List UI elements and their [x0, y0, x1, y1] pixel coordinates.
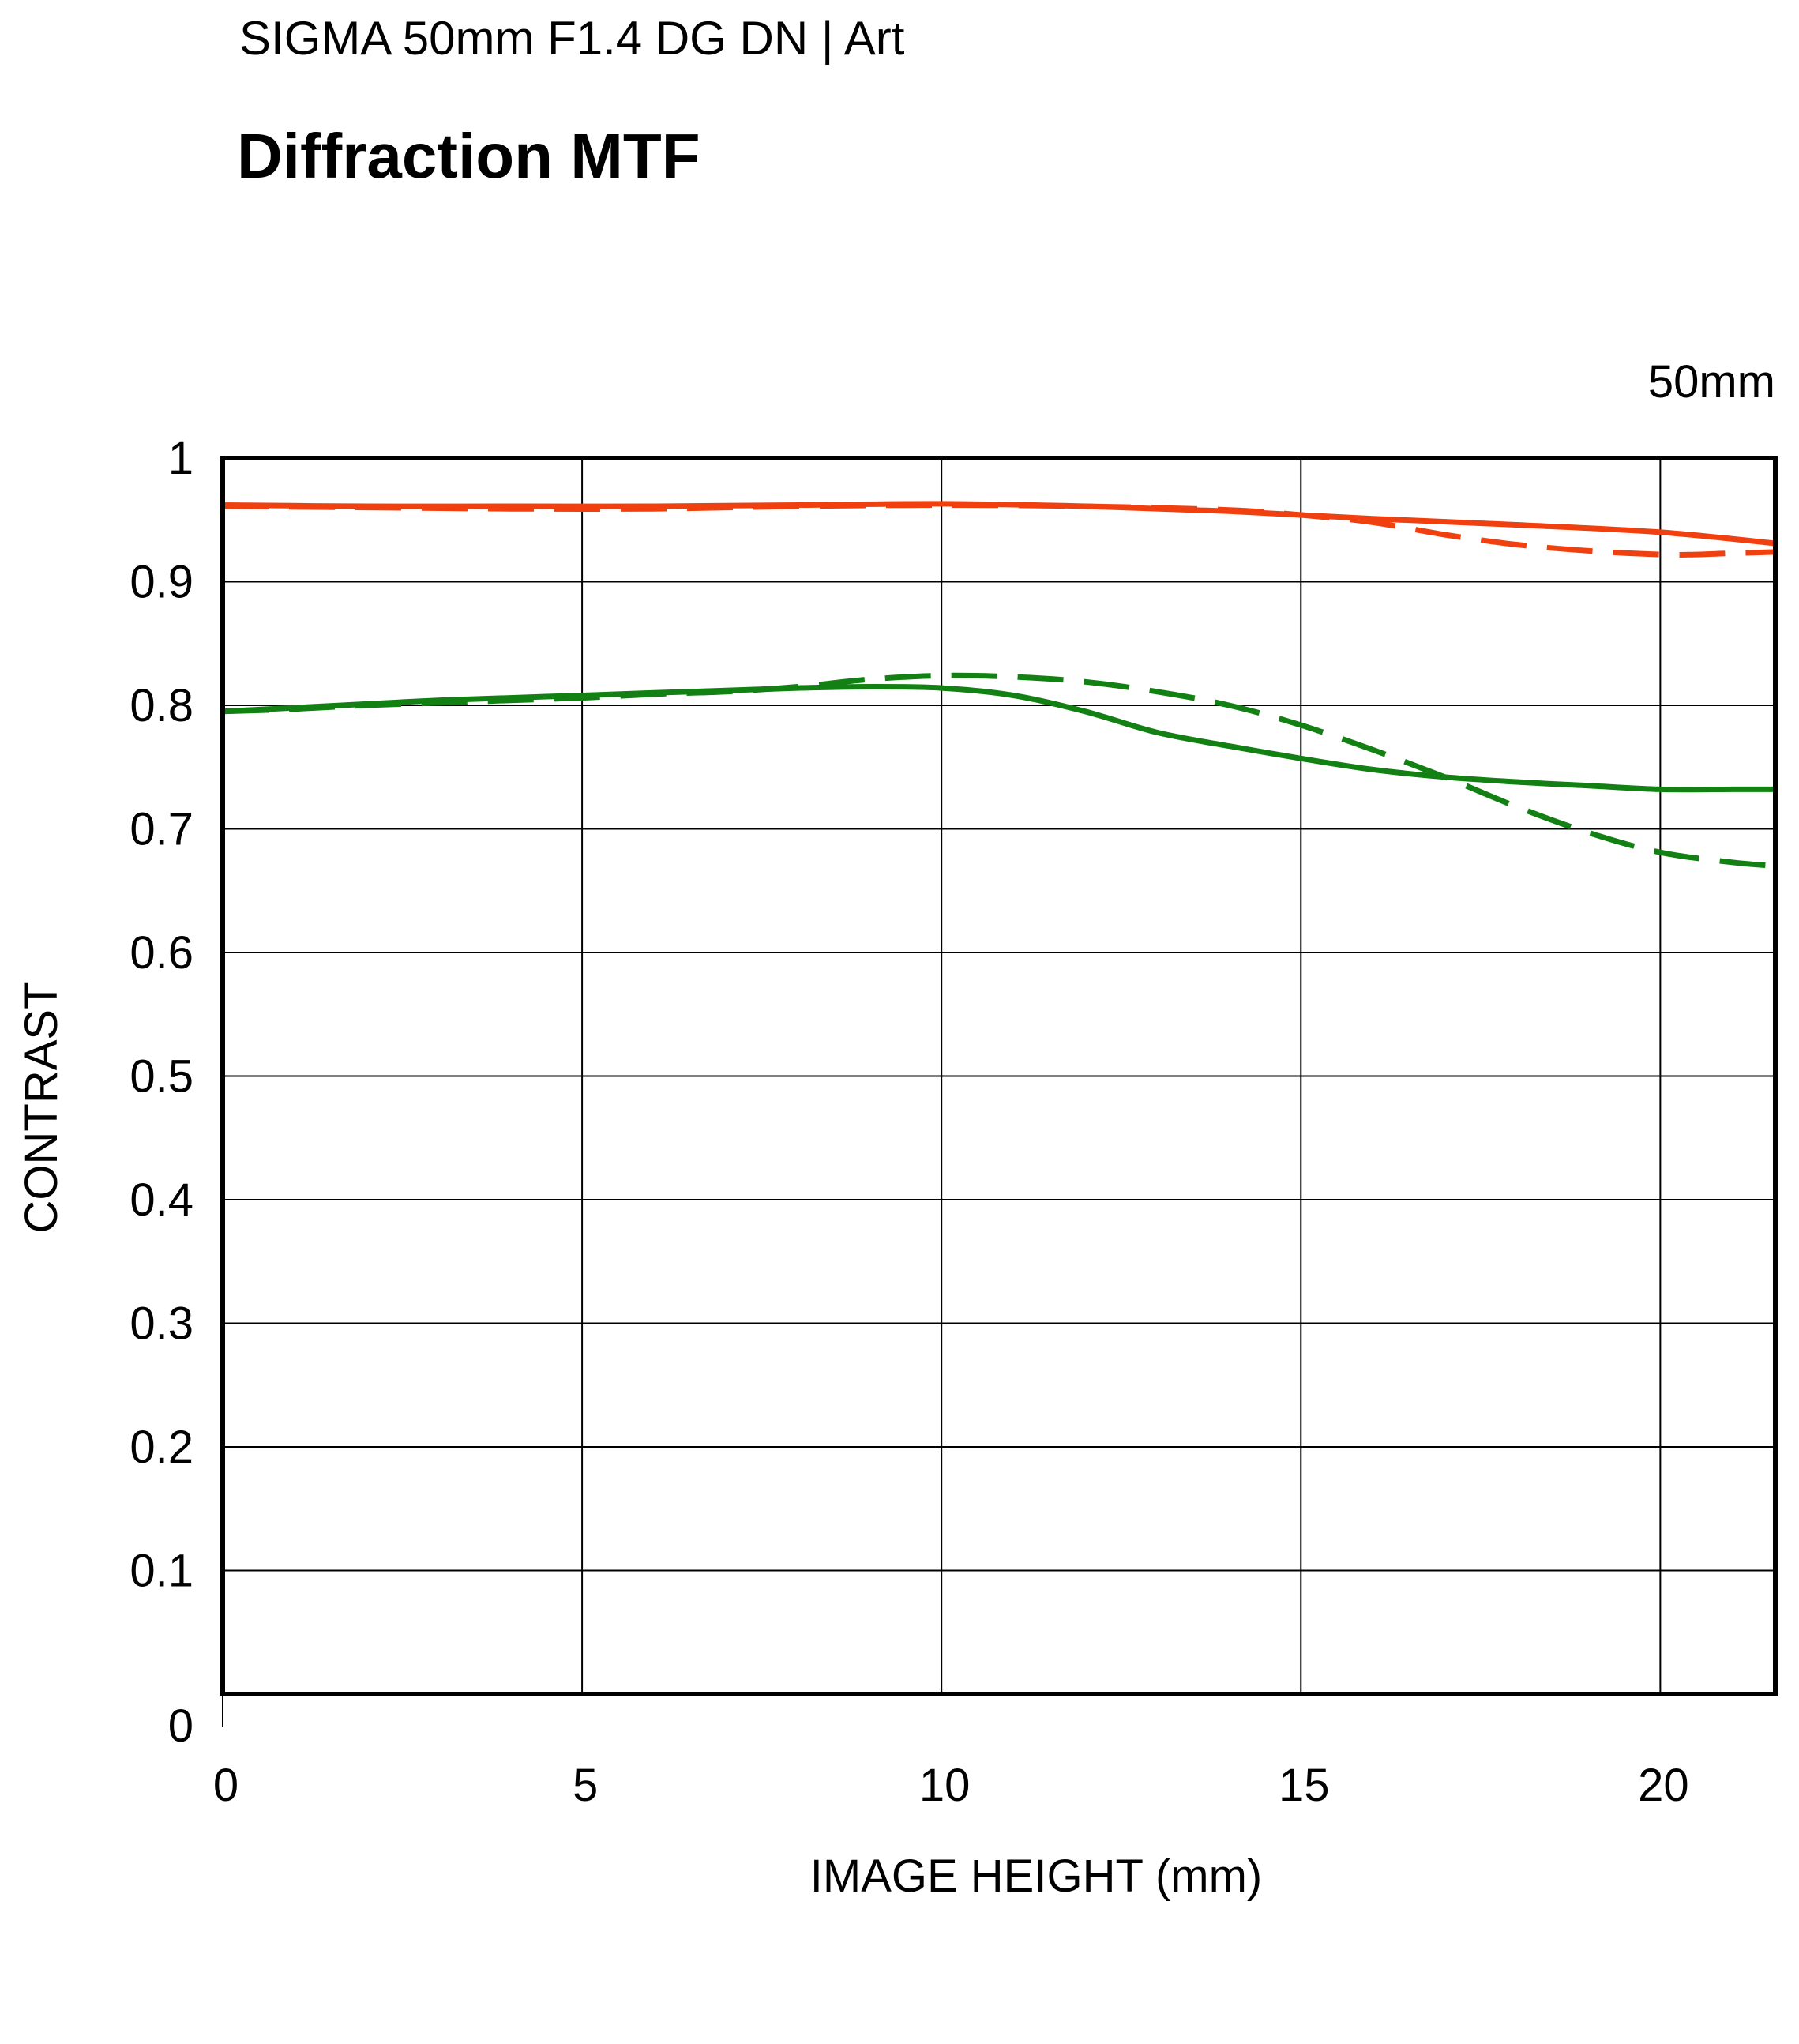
y-tick-label: 0.2 — [130, 1422, 193, 1473]
x-tick-label: 15 — [1279, 1760, 1330, 1811]
y-tick-label: 0.9 — [130, 557, 193, 608]
plot-frame — [220, 456, 1778, 1696]
y-tick-label: 0.7 — [130, 804, 193, 855]
grid-layer — [223, 458, 1775, 1694]
y-tick-label: 0.6 — [130, 927, 193, 979]
y-tick-label: 0.5 — [130, 1051, 193, 1103]
tick-layer: 00.10.20.30.40.50.60.70.80.910 5 10 15 20 — [130, 433, 1688, 1811]
x-axis-label: IMAGE HEIGHT (mm) — [810, 1850, 1262, 1902]
series-line-red-dashed — [222, 502, 1776, 558]
x-tick-label: 5 — [573, 1760, 598, 1811]
y-tick-label: 0 — [168, 1700, 193, 1752]
y-tick-label: 0.4 — [130, 1174, 193, 1226]
x-tick-label: 20 — [1638, 1760, 1689, 1811]
x-tick-label: 10 — [919, 1760, 971, 1811]
series-line-green-solid — [222, 683, 1775, 793]
y-tick-label: 0.1 — [130, 1546, 193, 1597]
y-tick-label: 0.3 — [130, 1298, 193, 1350]
focal-length-label: 50mm — [1647, 356, 1775, 408]
series-layer — [222, 501, 1776, 869]
x-tick-label: 0 — [213, 1760, 238, 1811]
chart-title: Diffraction MTF — [237, 121, 700, 191]
series-line-green-dashed — [222, 672, 1776, 869]
y-tick-label: 0.8 — [130, 680, 193, 731]
chart-subtitle: SIGMA 50mm F1.4 DG DN | Art — [239, 12, 905, 65]
y-tick-label: 1 — [168, 433, 193, 484]
y-axis-label: CONTRAST — [16, 982, 67, 1234]
